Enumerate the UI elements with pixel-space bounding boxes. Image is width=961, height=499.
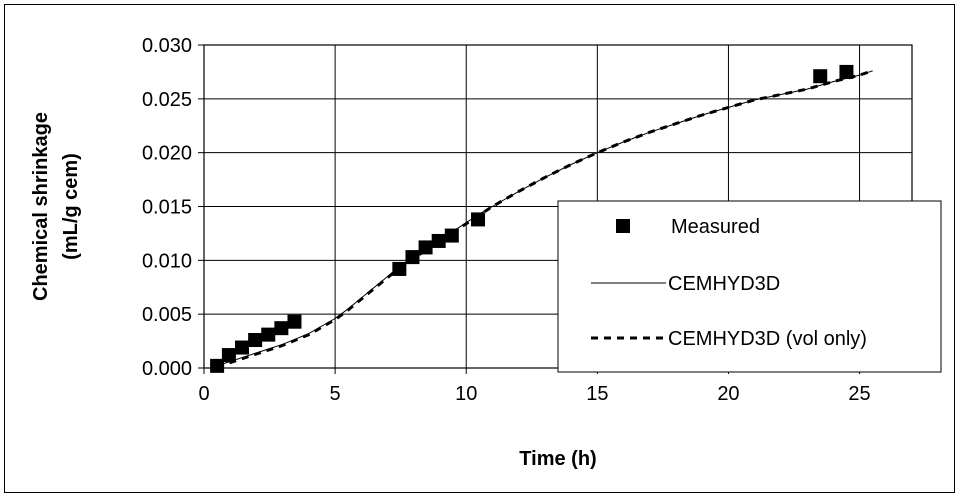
measured-point — [418, 240, 433, 255]
y-axis-title-line1: Chemical shrinkage — [30, 112, 52, 301]
measured-point — [839, 64, 854, 79]
axis-ticks: 0.000 0.005 0.010 0.015 0.020 0.025 0.030 0 5 10 1… — [142, 35, 871, 405]
measured-point — [274, 321, 289, 336]
measured-point — [287, 314, 302, 329]
measured-point — [221, 348, 236, 363]
measured-point — [261, 327, 276, 342]
y-tick-label: 0.020 — [142, 143, 192, 165]
legend-marker-measured — [616, 219, 630, 233]
x-tick-label: 15 — [586, 383, 608, 405]
cemhyd3d-vol-only-line — [216, 69, 874, 369]
legend-label-cemhyd3d: CEMHYD3D — [668, 273, 780, 295]
measured-point — [471, 212, 486, 227]
y-axis-title-line2: (mL/g cem) — [60, 153, 82, 260]
x-tick-label: 20 — [717, 383, 739, 405]
y-tick-label: 0.015 — [142, 197, 192, 219]
x-tick-label: 5 — [330, 383, 341, 405]
measured-point — [813, 69, 828, 84]
x-axis-title: Time (h) — [519, 448, 596, 470]
x-tick-label: 10 — [455, 383, 477, 405]
y-tick-label: 0.030 — [142, 35, 192, 57]
legend: Measured CEMHYD3D CEMHYD3D (vol only) — [557, 200, 942, 373]
measured-point — [235, 340, 250, 355]
measured-point — [248, 333, 263, 348]
x-tick-label: 25 — [848, 383, 870, 405]
y-tick-label: 0.010 — [142, 250, 192, 272]
x-tick-label: 0 — [198, 383, 209, 405]
chart-frame: 0.000 0.005 0.010 0.015 0.020 0.025 0.030 0 5 10 1… — [4, 4, 955, 493]
y-axis-title: Chemical shrinkage (mL/g cem) — [30, 112, 82, 301]
y-tick-label: 0.025 — [142, 89, 192, 111]
y-tick-label: 0.000 — [142, 358, 192, 380]
chemical-shrinkage-chart: 0.000 0.005 0.010 0.015 0.020 0.025 0.030 0 5 10 1… — [30, 35, 942, 470]
measured-point — [405, 250, 420, 265]
y-tick-label: 0.005 — [142, 304, 192, 326]
series-layer — [210, 64, 874, 373]
legend-label-measured: Measured — [671, 216, 760, 238]
legend-label-cemhyd3d-vol-only: CEMHYD3D (vol only) — [668, 328, 867, 350]
